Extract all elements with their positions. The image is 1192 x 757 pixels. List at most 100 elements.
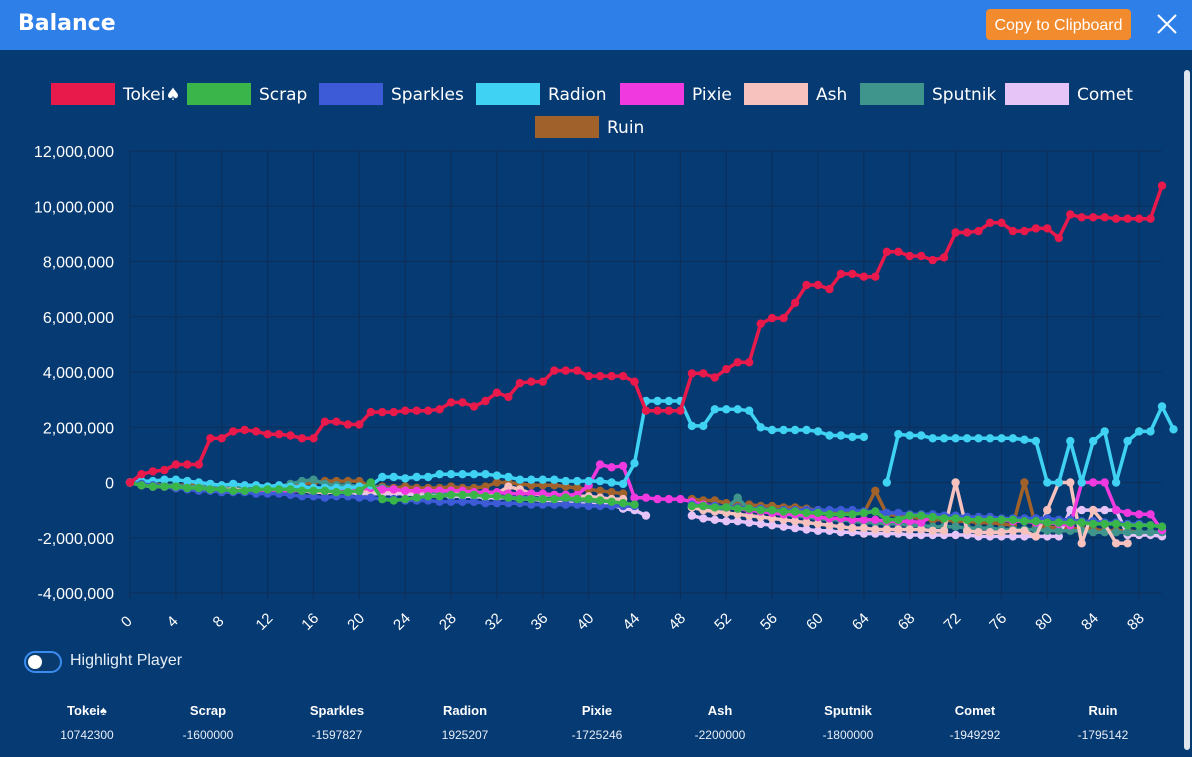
data-point xyxy=(1066,518,1075,527)
data-point xyxy=(1157,181,1167,190)
data-point xyxy=(653,406,662,415)
data-point xyxy=(905,251,914,261)
data-point xyxy=(894,508,903,518)
data-point xyxy=(435,470,444,479)
data-point xyxy=(699,421,708,431)
data-point xyxy=(779,313,788,323)
data-point xyxy=(848,510,857,519)
data-point xyxy=(1134,427,1144,436)
data-point xyxy=(630,459,639,468)
data-point xyxy=(206,485,215,494)
highlight-player-toggle[interactable] xyxy=(24,651,62,673)
data-point xyxy=(194,460,203,469)
data-point xyxy=(618,371,628,381)
summary-player-name: Tokei♠ xyxy=(67,703,107,718)
legend-swatch xyxy=(1005,83,1069,105)
data-point xyxy=(469,402,479,411)
data-point xyxy=(389,407,398,417)
data-point xyxy=(1077,505,1086,515)
data-point xyxy=(527,494,536,504)
x-tick-label: 68 xyxy=(895,610,919,634)
data-point xyxy=(687,501,697,511)
x-tick-label: 20 xyxy=(344,610,368,634)
chart-grid xyxy=(129,150,1162,599)
data-point xyxy=(1146,528,1155,537)
data-point xyxy=(469,490,479,500)
data-point xyxy=(1169,425,1178,434)
data-point xyxy=(894,525,903,534)
data-point xyxy=(1123,508,1132,518)
summary-player-balance: -1795142 xyxy=(1077,728,1129,742)
data-point xyxy=(985,528,995,537)
legend-item[interactable]: Scrap xyxy=(187,83,307,105)
data-point xyxy=(859,508,869,518)
x-tick-label: 64 xyxy=(849,610,873,634)
data-point xyxy=(951,478,960,487)
data-point xyxy=(813,427,823,436)
data-point xyxy=(137,481,146,490)
data-point xyxy=(1089,436,1098,446)
data-point xyxy=(928,512,937,522)
x-tick-label: 84 xyxy=(1078,610,1102,634)
legend-item[interactable]: Ruin xyxy=(535,116,644,138)
copy-to-clipboard-button[interactable]: Copy to Clipboard xyxy=(986,9,1131,40)
data-point xyxy=(813,526,823,535)
data-point xyxy=(378,472,387,482)
data-point xyxy=(492,478,502,487)
x-tick-label: 48 xyxy=(665,610,689,634)
data-point xyxy=(848,269,857,279)
data-point xyxy=(550,366,559,375)
data-point xyxy=(573,494,582,504)
legend-item[interactable]: Tokei♠ xyxy=(51,83,181,105)
legend-item[interactable]: Comet xyxy=(1005,83,1133,105)
data-point xyxy=(458,497,467,506)
data-point xyxy=(1043,478,1052,487)
legend-item[interactable]: Radion xyxy=(476,83,607,105)
legend-item[interactable]: Sparkles xyxy=(319,83,464,105)
legend-item[interactable]: Pixie xyxy=(620,83,732,105)
data-point xyxy=(1146,510,1155,519)
summary-player-name: Sputnik xyxy=(824,703,872,718)
x-tick-label: 16 xyxy=(298,610,322,634)
data-point xyxy=(894,515,903,524)
data-point xyxy=(309,434,318,443)
data-point xyxy=(1157,402,1167,411)
data-point xyxy=(951,530,960,540)
data-point xyxy=(561,366,570,375)
data-point xyxy=(1157,522,1167,531)
data-point xyxy=(446,470,456,479)
data-point xyxy=(343,488,353,497)
data-point xyxy=(1008,515,1018,524)
data-point xyxy=(962,515,972,524)
data-point xyxy=(481,470,490,479)
data-point xyxy=(722,503,731,512)
summary-player: Pixie -1725246 xyxy=(537,703,657,742)
data-point xyxy=(573,476,582,486)
summary-player-name: Sparkles xyxy=(309,703,365,718)
data-point xyxy=(515,494,525,504)
legend-item[interactable]: Ash xyxy=(744,83,847,105)
data-point xyxy=(1020,478,1029,487)
data-point xyxy=(710,503,719,512)
data-point xyxy=(183,460,192,469)
summary-player-name: Ruin xyxy=(1088,703,1118,718)
data-point xyxy=(366,407,375,417)
data-point xyxy=(194,483,203,493)
data-point xyxy=(997,434,1006,443)
close-icon[interactable] xyxy=(1152,9,1182,39)
data-point xyxy=(217,434,226,443)
data-point xyxy=(813,508,823,518)
scrollbar[interactable] xyxy=(1184,70,1190,750)
legend-swatch xyxy=(476,83,540,105)
data-point xyxy=(687,369,697,378)
data-point xyxy=(148,482,158,491)
data-point xyxy=(687,421,697,431)
data-point xyxy=(894,247,903,256)
data-point xyxy=(297,434,307,443)
data-point xyxy=(641,511,651,520)
legend-item[interactable]: Sputnik xyxy=(860,83,997,105)
data-point xyxy=(951,228,960,237)
data-point xyxy=(1111,519,1121,529)
data-point xyxy=(1008,226,1018,236)
data-point xyxy=(1123,214,1132,223)
